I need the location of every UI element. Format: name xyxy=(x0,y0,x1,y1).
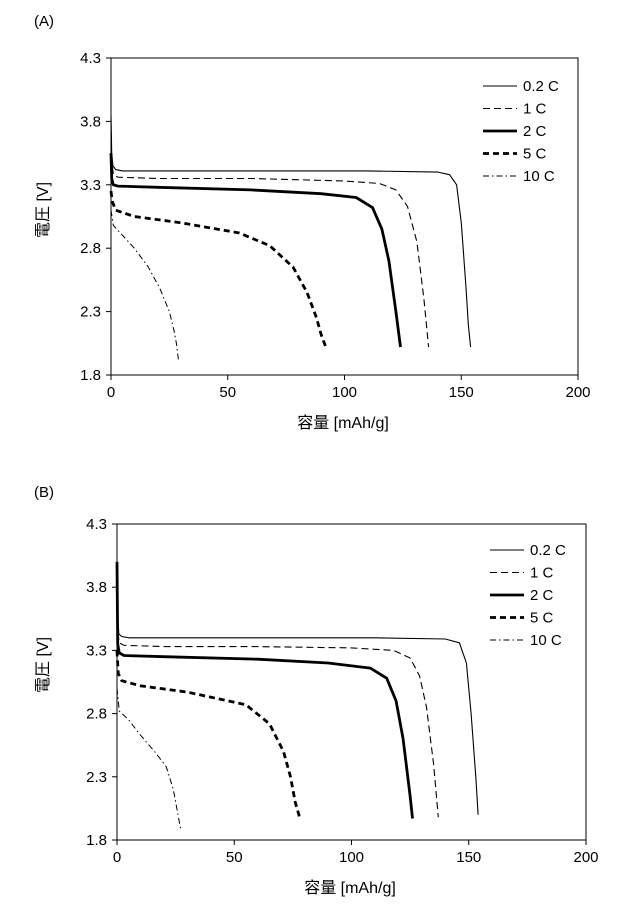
x-tick-label: 0 xyxy=(107,384,115,401)
y-tick-label: 2.8 xyxy=(80,240,101,257)
legend-label: 10 C xyxy=(523,168,555,185)
series-line-02C xyxy=(111,115,471,347)
y-tick-label: 2.3 xyxy=(86,769,107,786)
x-tick-label: 100 xyxy=(339,849,364,866)
plot-frame xyxy=(117,524,586,840)
legend-label: 5 C xyxy=(523,146,547,163)
x-tick-label: 200 xyxy=(573,849,598,866)
chart-panel-b: (B) 1.8 2.3 2.8 3.3 3.8 4.3 0 50 100 150 200 容量 [mAh… xyxy=(34,484,599,897)
legend-label: 10 C xyxy=(530,632,562,649)
series-line-1C xyxy=(117,600,438,817)
series-line-5C xyxy=(117,650,300,818)
x-tick-label: 50 xyxy=(219,384,236,401)
y-axis-title: 電圧 [V] xyxy=(35,182,52,238)
y-axis-title: 電圧 [V] xyxy=(35,637,52,693)
y-tick-label: 3.3 xyxy=(86,642,107,659)
y-tick-label: 1.8 xyxy=(80,367,101,384)
series-line-2C xyxy=(117,562,413,819)
x-tick-label: 150 xyxy=(456,849,481,866)
x-axis-title: 容量 [mAh/g] xyxy=(297,414,389,432)
plot-frame xyxy=(111,58,578,375)
y-tick-label: 2.3 xyxy=(80,304,101,321)
chart-panel-a: (A) 1.8 2.3 2.8 3.3 3.8 4.3 0 50 100 150 200 容量 [mAh… xyxy=(34,13,591,432)
y-tick-label: 1.8 xyxy=(86,832,107,849)
series-line-10C xyxy=(117,688,183,830)
panel-label: (A) xyxy=(34,13,54,30)
series-line-2C xyxy=(111,153,401,347)
x-tick-label: 150 xyxy=(449,384,474,401)
legend-label: 5 C xyxy=(530,610,554,627)
y-tick-label: 3.3 xyxy=(80,177,101,194)
legend-label: 0.2 C xyxy=(523,78,559,95)
y-tick-label: 3.8 xyxy=(80,113,101,130)
x-tick-label: 0 xyxy=(113,849,121,866)
legend-label: 1 C xyxy=(523,101,547,118)
legend-label: 1 C xyxy=(530,565,554,582)
legend: 0.2 C 1 C 2 C 5 C 10 C xyxy=(490,542,566,649)
legend-label: 2 C xyxy=(530,587,554,604)
series-line-5C xyxy=(111,191,326,347)
series-line-1C xyxy=(111,134,429,347)
legend: 0.2 C 1 C 2 C 5 C 10 C xyxy=(483,78,559,185)
legend-label: 0.2 C xyxy=(530,542,566,559)
panel-label: (B) xyxy=(34,484,54,501)
y-tick-label: 3.8 xyxy=(86,579,107,596)
x-axis-title: 容量 [mAh/g] xyxy=(304,879,396,897)
y-tick-label: 2.8 xyxy=(86,706,107,723)
y-tick-label: 4.3 xyxy=(80,50,101,67)
series-line-10C xyxy=(111,210,179,362)
legend-label: 2 C xyxy=(523,123,547,140)
x-tick-label: 100 xyxy=(332,384,357,401)
y-tick-label: 4.3 xyxy=(86,516,107,533)
x-tick-label: 200 xyxy=(565,384,590,401)
x-tick-label: 50 xyxy=(226,849,243,866)
